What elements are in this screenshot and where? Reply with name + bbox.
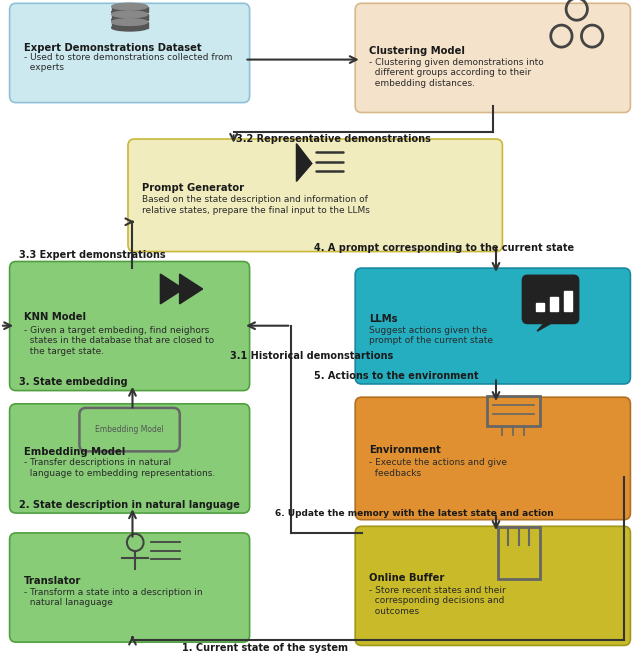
Text: Embedding Model: Embedding Model (95, 425, 164, 434)
Text: 3. State embedding: 3. State embedding (19, 377, 128, 387)
Text: Expert Demonstrations Dataset: Expert Demonstrations Dataset (24, 42, 202, 53)
Text: - Given a target embeding, find neighors
  states in the database that are close: - Given a target embeding, find neighors… (24, 326, 214, 356)
Ellipse shape (111, 19, 147, 25)
Text: Prompt Generator: Prompt Generator (142, 183, 244, 193)
Bar (111, 22, 147, 28)
Text: - Execute the actions and give
  feedbacks: - Execute the actions and give feedbacks (369, 458, 508, 478)
Bar (111, 15, 147, 20)
Ellipse shape (111, 3, 147, 10)
Bar (487, 396, 540, 426)
FancyBboxPatch shape (10, 3, 250, 103)
Bar (550, 297, 558, 311)
FancyBboxPatch shape (10, 404, 250, 513)
Text: 2. State description in natural language: 2. State description in natural language (19, 500, 240, 510)
FancyBboxPatch shape (355, 526, 630, 645)
Ellipse shape (111, 9, 147, 15)
Text: LLMs: LLMs (369, 314, 398, 324)
Bar (536, 303, 544, 311)
Text: - Used to store demonstrations collected from
  experts: - Used to store demonstrations collected… (24, 53, 232, 72)
Ellipse shape (111, 17, 147, 23)
FancyBboxPatch shape (355, 268, 630, 384)
FancyBboxPatch shape (522, 275, 579, 324)
Text: Translator: Translator (24, 576, 81, 586)
Bar (499, 527, 540, 579)
Text: - Store recent states and their
  corresponding decisions and
  outcomes: - Store recent states and their correspo… (369, 586, 506, 616)
Text: Online Buffer: Online Buffer (369, 573, 445, 583)
FancyBboxPatch shape (355, 3, 630, 113)
Text: 1. Current state of the system: 1. Current state of the system (182, 643, 348, 653)
Text: 3.3 Expert demonstrations: 3.3 Expert demonstrations (19, 250, 166, 260)
Ellipse shape (111, 24, 147, 31)
FancyBboxPatch shape (128, 139, 502, 252)
Bar (564, 291, 572, 311)
FancyBboxPatch shape (10, 533, 250, 642)
FancyBboxPatch shape (355, 397, 630, 520)
Polygon shape (537, 318, 560, 331)
Text: KNN Model: KNN Model (24, 312, 86, 322)
Text: 6. Update the memory with the latest state and action: 6. Update the memory with the latest sta… (275, 508, 554, 518)
Text: 3.1 Historical demonstartions: 3.1 Historical demonstartions (230, 351, 394, 361)
Text: - Clustering given demonstrations into
  different groups according to their
  e: - Clustering given demonstrations into d… (369, 58, 544, 88)
Bar (111, 7, 147, 12)
Text: - Transform a state into a description in
  natural lanaguage: - Transform a state into a description i… (24, 588, 202, 607)
Text: 4. A prompt corresponding to the current state: 4. A prompt corresponding to the current… (314, 243, 573, 253)
Ellipse shape (111, 11, 147, 18)
Polygon shape (296, 144, 312, 181)
FancyBboxPatch shape (10, 261, 250, 391)
Text: - Transfer descriptions in natural
  language to embedding representations.: - Transfer descriptions in natural langu… (24, 458, 215, 478)
Text: 3.2 Representative demonstrations: 3.2 Representative demonstrations (236, 134, 430, 144)
Text: Clustering Model: Clustering Model (369, 46, 465, 56)
Text: Suggest actions given the
prompt of the current state: Suggest actions given the prompt of the … (369, 326, 493, 346)
Polygon shape (161, 274, 184, 304)
Polygon shape (180, 274, 203, 304)
Text: 5. Actions to the environment: 5. Actions to the environment (314, 371, 478, 381)
Text: Environment: Environment (369, 446, 441, 455)
Text: Embedding Model: Embedding Model (24, 447, 125, 457)
Text: Based on the state description and information of
relative states, prepare the f: Based on the state description and infor… (142, 195, 370, 214)
